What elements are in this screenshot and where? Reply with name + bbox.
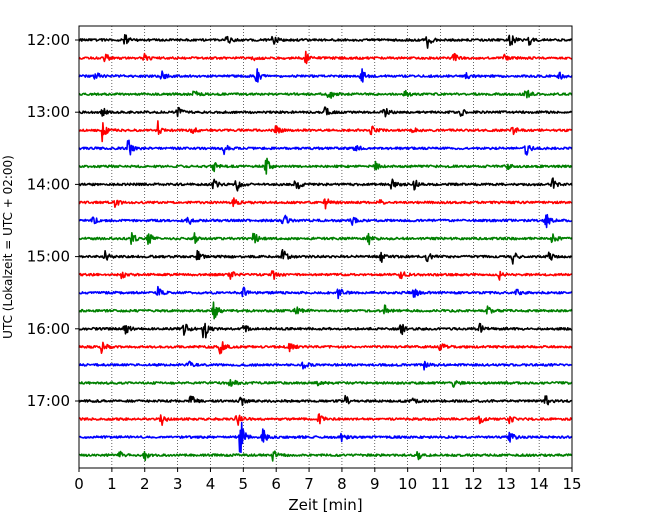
trace-line bbox=[78, 89, 573, 99]
y-tick-label: 13:00 bbox=[27, 103, 70, 121]
trace-line bbox=[78, 249, 573, 265]
x-tick-label: 7 bbox=[304, 475, 314, 493]
trace-line bbox=[78, 450, 573, 462]
trace-line bbox=[78, 139, 573, 156]
x-tick-label: 15 bbox=[562, 475, 581, 493]
x-tick-label: 6 bbox=[271, 475, 281, 493]
plot-frame bbox=[78, 25, 573, 469]
trace-line bbox=[78, 157, 573, 175]
y-tick-label: 16:00 bbox=[27, 320, 70, 338]
y-tick-label: 12:00 bbox=[27, 31, 70, 49]
x-tick-label: 14 bbox=[530, 475, 549, 493]
trace-line bbox=[78, 34, 573, 49]
trace-line bbox=[78, 106, 573, 118]
x-axis-label: Zeit [min] bbox=[288, 496, 362, 514]
trace-line bbox=[78, 285, 573, 300]
trace-line bbox=[78, 379, 573, 388]
trace-line bbox=[78, 120, 573, 143]
traces bbox=[78, 34, 573, 462]
x-tick-label: 2 bbox=[140, 475, 150, 493]
x-tick-label: 11 bbox=[431, 475, 450, 493]
y-tick-label: 15:00 bbox=[27, 248, 70, 266]
x-tick-label: 4 bbox=[206, 475, 216, 493]
y-axis-label: UTC (Lokalzeit = UTC + 02:00) bbox=[1, 155, 15, 339]
y-tick-label: 14:00 bbox=[27, 175, 70, 193]
x-tick-label: 13 bbox=[497, 475, 516, 493]
x-tick-label: 9 bbox=[370, 475, 380, 493]
trace-line bbox=[78, 360, 573, 371]
trace-line bbox=[78, 341, 573, 355]
trace-line bbox=[78, 68, 573, 83]
x-tick-label: 12 bbox=[464, 475, 483, 493]
trace-line bbox=[78, 270, 573, 281]
x-tick-label: 10 bbox=[398, 475, 417, 493]
trace-line bbox=[78, 301, 573, 320]
trace-line bbox=[78, 421, 573, 454]
x-tick-label: 5 bbox=[239, 475, 249, 493]
trace-line bbox=[78, 50, 573, 65]
y-tick-label: 17:00 bbox=[27, 392, 70, 410]
x-tick-label: 1 bbox=[107, 475, 117, 493]
trace-line bbox=[78, 394, 573, 406]
trace-line bbox=[78, 322, 573, 339]
x-tick-label: 3 bbox=[173, 475, 183, 493]
y-axis-ticks: 12:00 13:00 14:00 15:00 16:00 17:00 bbox=[27, 31, 79, 410]
trace-line bbox=[78, 232, 573, 246]
trace-line bbox=[78, 197, 573, 210]
x-tick-label: 0 bbox=[74, 475, 84, 493]
x-tick-label: 8 bbox=[337, 475, 347, 493]
trace-line bbox=[78, 413, 573, 426]
trace-line bbox=[78, 213, 573, 229]
x-axis-ticks: 0 1 2 3 4 5 6 7 8 9 10 11 12 13 14 15 bbox=[74, 468, 582, 493]
trace-line bbox=[78, 177, 573, 192]
